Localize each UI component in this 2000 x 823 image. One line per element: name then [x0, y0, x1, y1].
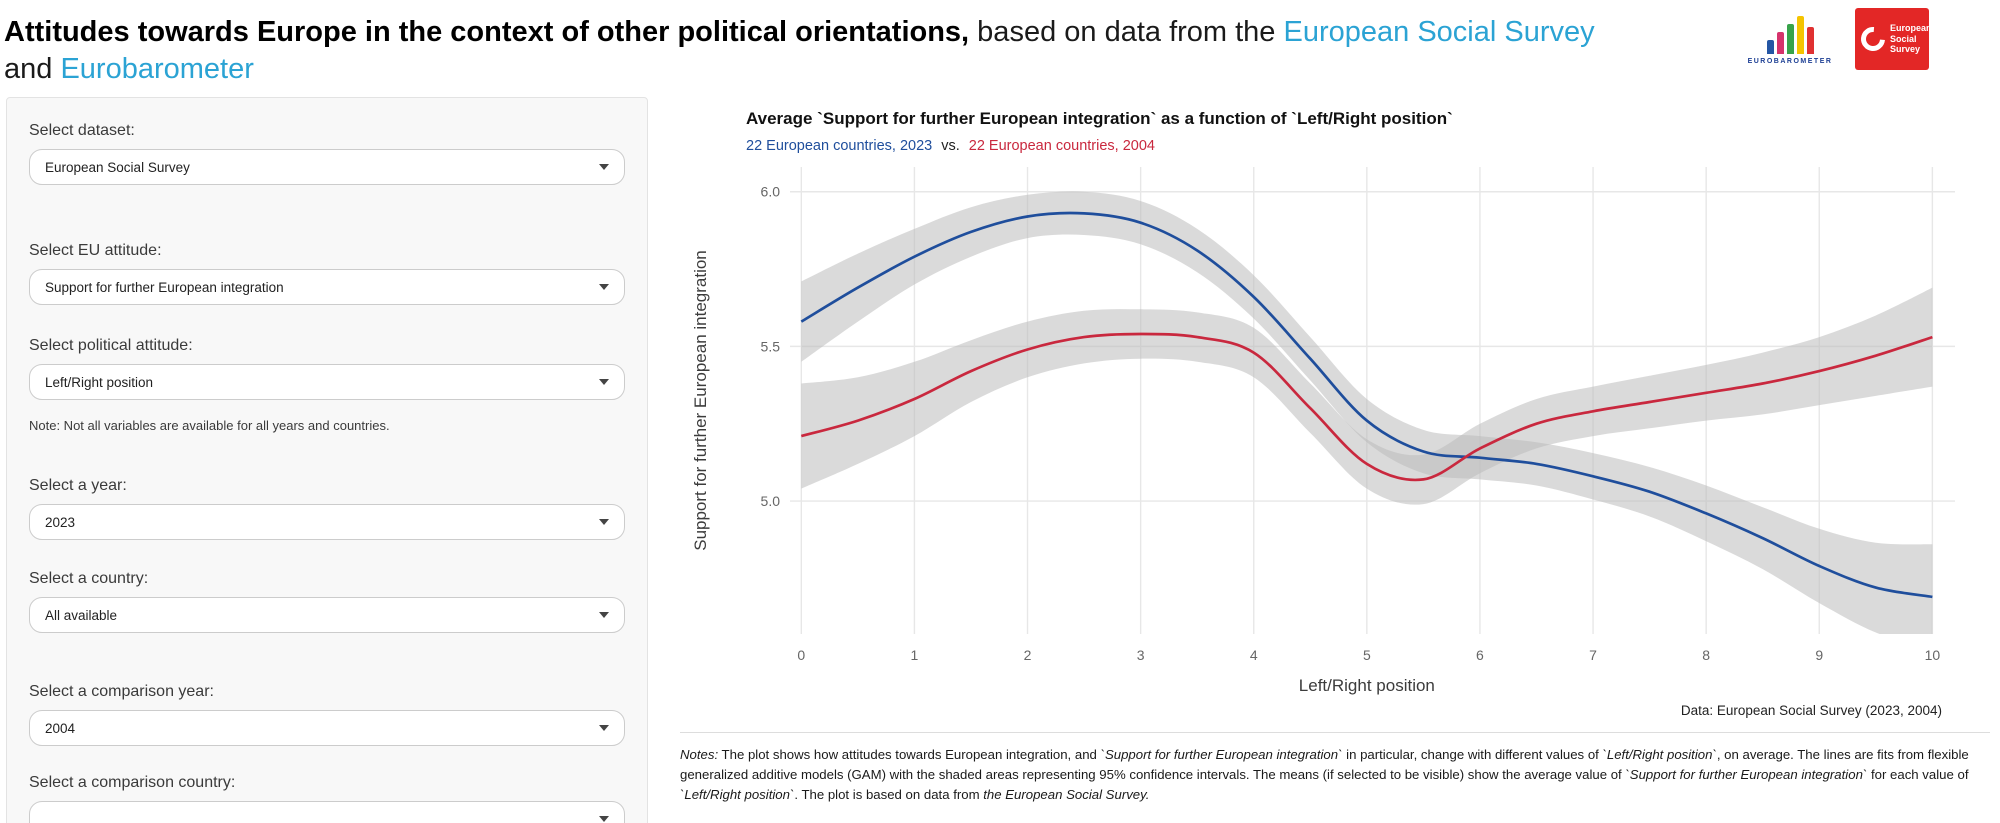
comparison-year-label: Select a comparison year: — [29, 683, 214, 701]
country-select-value: All available — [45, 607, 118, 623]
notes-segment: `Support for further European integratio… — [1625, 766, 1868, 782]
chevron-down-icon — [599, 164, 609, 171]
notes-segment: . The plot is based on data from — [794, 786, 984, 802]
political-attitude-select-value: Left/Right position — [45, 374, 154, 390]
title-bold: Attitudes towards Europe in the context … — [4, 16, 970, 48]
subtitle-series-2004: 22 European countries, 2004 — [968, 138, 1155, 155]
eu-attitude-label: Select EU attitude: — [29, 242, 162, 260]
dataset-select-value: European Social Survey — [45, 159, 190, 175]
app-header: Attitudes towards Europe in the context … — [0, 0, 2000, 97]
notes-segment: The plot shows how attitudes towards Eur… — [718, 747, 1101, 763]
notes: Notes: The plot shows how attitudes towa… — [680, 745, 1986, 804]
svg-text:4: 4 — [1250, 647, 1258, 663]
notes-segment: in particular, change with different val… — [1342, 747, 1603, 763]
link-european-social-survey[interactable]: European Social Survey — [1283, 16, 1595, 48]
eurobarometer-logo-label: EUROBAROMETER — [1747, 58, 1833, 65]
svg-text:1: 1 — [911, 647, 919, 663]
svg-text:5.0: 5.0 — [761, 493, 781, 509]
comparison-year-select-value: 2004 — [45, 720, 76, 736]
dataset-select[interactable]: European Social Survey — [29, 149, 625, 186]
svg-text:9: 9 — [1815, 647, 1823, 663]
svg-text:3: 3 — [1137, 647, 1145, 663]
subtitle-vs: vs. — [941, 138, 960, 155]
eu-attitude-select[interactable]: Support for further European integration — [29, 269, 625, 306]
year-select[interactable]: 2023 — [29, 504, 625, 541]
gam-line-chart: 5.0 5.5 6.0 0 1 2 3 4 5 6 7 8 9 10 Left/Right position… — [691, 167, 1955, 695]
content-row: Select dataset: European Social Survey S… — [0, 97, 2000, 823]
ess-logo: European Social Survey — [1855, 8, 1932, 70]
availability-note: Note: Not all variables are available fo… — [29, 418, 390, 434]
comparison-country-select[interactable] — [29, 801, 625, 823]
svg-text:10: 10 — [1925, 647, 1941, 663]
eurobarometer-logo: EUROBAROMETER — [1748, 8, 1831, 65]
comparison-country-label: Select a comparison country: — [29, 774, 236, 792]
country-label: Select a country: — [29, 570, 149, 588]
svg-text:Support for further European i: Support for further European integration — [691, 250, 710, 551]
notes-segment: Notes: — [680, 747, 719, 763]
notes-segment: for each value of — [1867, 766, 1969, 782]
svg-text:6: 6 — [1476, 647, 1484, 663]
svg-text:6.0: 6.0 — [761, 184, 781, 200]
subtitle-series-2023: 22 European countries, 2023 — [746, 138, 933, 155]
svg-text:2: 2 — [1024, 647, 1032, 663]
chart-caption: Data: European Social Survey (2023, 2004… — [1680, 703, 1942, 719]
year-label: Select a year: — [29, 477, 127, 495]
svg-text:7: 7 — [1589, 647, 1597, 663]
country-select[interactable]: All available — [29, 597, 625, 634]
svg-text:8: 8 — [1702, 647, 1710, 663]
main-content: Average `Support for further European in… — [648, 97, 2000, 804]
link-eurobarometer[interactable]: Eurobarometer — [60, 52, 254, 85]
chevron-down-icon — [599, 284, 609, 291]
svg-text:Left/Right position: Left/Right position — [1299, 676, 1435, 695]
svg-text:5: 5 — [1363, 647, 1371, 663]
notes-segment: `Left/Right position` — [680, 786, 795, 802]
dataset-label: Select dataset: — [29, 122, 135, 140]
notes-segment: `Support for further European integratio… — [1100, 747, 1343, 763]
chevron-down-icon — [599, 612, 609, 619]
chevron-down-icon — [599, 519, 609, 526]
svg-text:0: 0 — [797, 647, 805, 663]
notes-segment: , on average. The lines are fits from fl… — [680, 747, 1969, 782]
eurobarometer-bars-icon — [1766, 14, 1814, 54]
divider — [680, 732, 1990, 734]
notes-segment: the European Social Survey. — [983, 786, 1150, 802]
comparison-year-select[interactable]: 2004 — [29, 710, 625, 747]
chevron-down-icon — [599, 816, 609, 823]
title-and: and — [4, 52, 61, 85]
page-title: Attitudes towards Europe in the context … — [4, 14, 1800, 87]
chevron-down-icon — [599, 725, 609, 732]
chart-title: Average `Support for further European in… — [746, 109, 1453, 129]
ess-logo-label: European Social Survey — [1890, 23, 1932, 55]
eu-attitude-select-value: Support for further European integration — [45, 279, 284, 295]
year-select-value: 2023 — [45, 514, 76, 530]
chart-subtitle: 22 European countries, 2023 vs. 22 Europea… — [746, 138, 2000, 154]
chevron-down-icon — [599, 379, 609, 386]
notes-segment: `Left/Right position` — [1602, 747, 1717, 763]
political-attitude-select[interactable]: Left/Right position — [29, 364, 625, 401]
ess-e-icon — [1856, 22, 1890, 56]
logo-group: EUROBAROMETER European Social Survey — [1748, 8, 1932, 70]
title-mid: based on data from the — [969, 16, 1284, 48]
chart-header: Average `Support for further European in… — [746, 109, 2000, 154]
political-attitude-label: Select political attitude: — [29, 337, 193, 355]
svg-text:5.5: 5.5 — [761, 338, 781, 354]
sidebar: Select dataset: European Social Survey S… — [6, 97, 648, 823]
